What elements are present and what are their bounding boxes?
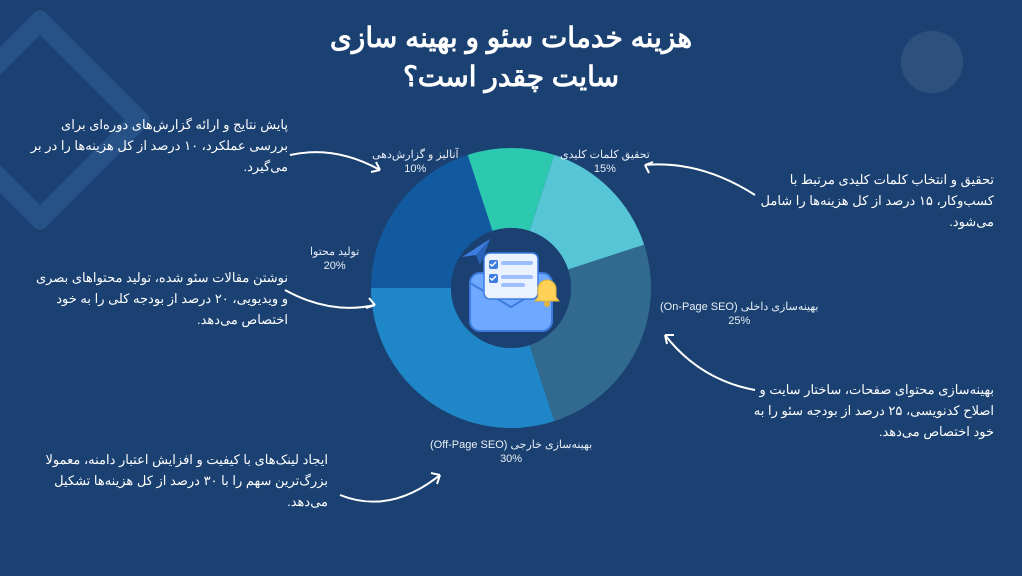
note-content: نوشتن مقالات سئو شده، تولید محتواهای بصر… xyxy=(28,268,288,330)
arrow-offpage xyxy=(335,470,445,520)
note-analytics: پایش نتایج و ارائه گزارش‌های دوره‌ای برا… xyxy=(28,115,288,177)
donut-chart xyxy=(371,148,651,428)
title-line-2: سایت چقدر است؟ xyxy=(403,61,619,92)
envelope-icon xyxy=(456,233,566,343)
note-on-page: بهینه‌سازی محتوای صفحات، ساختار سایت و ا… xyxy=(734,380,994,442)
center-icon xyxy=(456,233,566,343)
note-keyword-research: تحقیق و انتخاب کلمات کلیدی مرتبط با کسب‌… xyxy=(734,170,994,232)
slice-label-offpage: بهینه‌سازی خارجی (Off-Page SEO) 30% xyxy=(430,438,592,467)
arrow-analytics xyxy=(285,140,385,180)
page: هزینه خدمات سئو و بهینه سازی سایت چقدر ا… xyxy=(0,0,1022,576)
note-off-page: ایجاد لینک‌های با کیفیت و افزایش اعتبار … xyxy=(28,450,328,512)
slice-label-keyword: تحقیق کلمات کلیدی 15% xyxy=(560,148,650,177)
title-line-1: هزینه خدمات سئو و بهینه سازی xyxy=(330,22,692,53)
slice-label-analytics: آنالیز و گزارش‌دهی 10% xyxy=(372,148,459,177)
arrow-content xyxy=(280,280,380,320)
slice-label-content: تولید محتوا 20% xyxy=(310,245,359,274)
slice-label-onpage: بهینه‌سازی داخلی (On-Page SEO) 25% xyxy=(660,300,819,329)
page-title: هزینه خدمات سئو و بهینه سازی سایت چقدر ا… xyxy=(0,18,1022,96)
